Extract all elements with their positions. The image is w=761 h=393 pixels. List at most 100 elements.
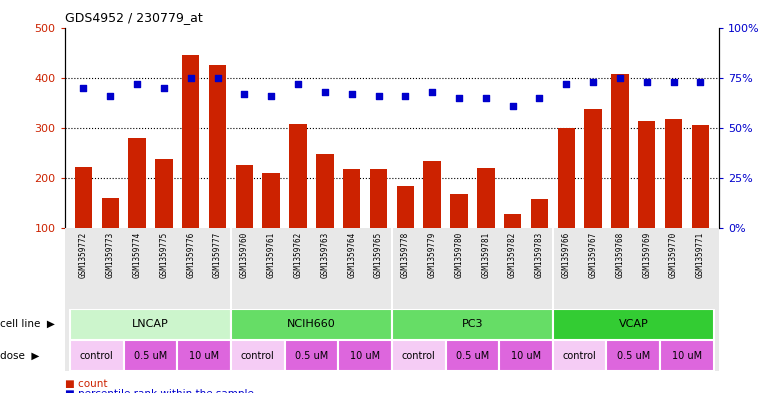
Bar bbox=[607, 340, 660, 371]
Text: GSM1359776: GSM1359776 bbox=[186, 232, 196, 278]
Point bbox=[560, 81, 572, 87]
Text: 10 uM: 10 uM bbox=[189, 351, 219, 361]
Text: GSM1359774: GSM1359774 bbox=[132, 232, 142, 278]
Point bbox=[641, 79, 653, 85]
Bar bbox=[558, 128, 575, 278]
Text: GSM1359765: GSM1359765 bbox=[374, 232, 383, 278]
Point bbox=[587, 79, 599, 85]
Text: GSM1359772: GSM1359772 bbox=[79, 232, 88, 278]
Text: GSM1359766: GSM1359766 bbox=[562, 232, 571, 278]
Point bbox=[212, 75, 224, 81]
Bar bbox=[392, 340, 445, 371]
Point bbox=[507, 103, 519, 109]
Bar bbox=[504, 214, 521, 278]
Text: GSM1359760: GSM1359760 bbox=[240, 232, 249, 278]
Point bbox=[104, 92, 116, 99]
Text: LNCAP: LNCAP bbox=[132, 319, 169, 329]
Text: GSM1359780: GSM1359780 bbox=[454, 232, 463, 278]
Bar bbox=[209, 65, 226, 278]
Text: GSM1359761: GSM1359761 bbox=[266, 232, 275, 278]
Text: 0.5 uM: 0.5 uM bbox=[295, 351, 328, 361]
Bar bbox=[611, 73, 629, 278]
Bar bbox=[343, 169, 361, 278]
Bar bbox=[70, 340, 124, 371]
Text: VCAP: VCAP bbox=[619, 319, 648, 329]
Text: GSM1359767: GSM1359767 bbox=[588, 232, 597, 278]
Point bbox=[400, 92, 412, 99]
Text: GSM1359763: GSM1359763 bbox=[320, 232, 330, 278]
Text: cell line  ▶: cell line ▶ bbox=[0, 319, 55, 329]
Point bbox=[533, 94, 546, 101]
Bar bbox=[396, 186, 414, 278]
Bar bbox=[665, 119, 683, 278]
Text: dose  ▶: dose ▶ bbox=[0, 351, 40, 361]
Bar bbox=[339, 340, 392, 371]
Bar bbox=[177, 340, 231, 371]
Text: PC3: PC3 bbox=[462, 319, 483, 329]
Bar bbox=[289, 124, 307, 278]
Text: GSM1359773: GSM1359773 bbox=[106, 232, 115, 278]
Point bbox=[479, 94, 492, 101]
Bar bbox=[499, 340, 552, 371]
Bar bbox=[75, 167, 92, 278]
Text: 0.5 uM: 0.5 uM bbox=[456, 351, 489, 361]
Point bbox=[694, 79, 706, 85]
Text: GSM1359770: GSM1359770 bbox=[669, 232, 678, 278]
Point bbox=[292, 81, 304, 87]
Point bbox=[78, 84, 90, 91]
Bar bbox=[477, 168, 495, 278]
Bar bbox=[155, 159, 173, 278]
Bar bbox=[451, 194, 468, 278]
Bar bbox=[182, 55, 199, 278]
Text: GSM1359764: GSM1359764 bbox=[347, 232, 356, 278]
Point bbox=[667, 79, 680, 85]
Bar bbox=[231, 340, 285, 371]
Bar bbox=[129, 138, 146, 278]
Text: NCIH660: NCIH660 bbox=[287, 319, 336, 329]
Bar bbox=[445, 340, 499, 371]
Text: control: control bbox=[563, 351, 597, 361]
Text: GDS4952 / 230779_at: GDS4952 / 230779_at bbox=[65, 11, 202, 24]
Bar bbox=[263, 173, 280, 278]
Text: GSM1359768: GSM1359768 bbox=[616, 232, 625, 278]
Bar bbox=[236, 165, 253, 278]
Point bbox=[158, 84, 170, 91]
Text: 10 uM: 10 uM bbox=[672, 351, 702, 361]
Point bbox=[372, 92, 384, 99]
Text: GSM1359782: GSM1359782 bbox=[508, 232, 517, 278]
Bar bbox=[285, 340, 339, 371]
Bar bbox=[423, 161, 441, 278]
Point bbox=[345, 90, 358, 97]
Point bbox=[238, 90, 250, 97]
Point bbox=[131, 81, 143, 87]
Text: ■ count: ■ count bbox=[65, 379, 107, 389]
Text: 10 uM: 10 uM bbox=[511, 351, 541, 361]
Bar bbox=[316, 154, 333, 278]
Text: GSM1359783: GSM1359783 bbox=[535, 232, 544, 278]
Text: control: control bbox=[80, 351, 113, 361]
Bar bbox=[660, 340, 714, 371]
Bar bbox=[584, 109, 602, 278]
Bar bbox=[392, 309, 552, 340]
Point bbox=[426, 88, 438, 95]
Bar bbox=[692, 125, 709, 278]
Text: 0.5 uM: 0.5 uM bbox=[616, 351, 650, 361]
Text: 0.5 uM: 0.5 uM bbox=[134, 351, 167, 361]
Point bbox=[185, 75, 197, 81]
Text: GSM1359775: GSM1359775 bbox=[159, 232, 168, 278]
Text: control: control bbox=[402, 351, 435, 361]
Bar bbox=[231, 309, 392, 340]
Text: control: control bbox=[241, 351, 275, 361]
Text: GSM1359778: GSM1359778 bbox=[401, 232, 410, 278]
Point bbox=[453, 94, 465, 101]
Text: GSM1359762: GSM1359762 bbox=[294, 232, 303, 278]
Text: GSM1359779: GSM1359779 bbox=[428, 232, 437, 278]
Text: GSM1359771: GSM1359771 bbox=[696, 232, 705, 278]
Text: GSM1359781: GSM1359781 bbox=[481, 232, 490, 278]
Bar bbox=[70, 309, 231, 340]
Text: ■ percentile rank within the sample: ■ percentile rank within the sample bbox=[65, 389, 253, 393]
Bar bbox=[124, 340, 177, 371]
Bar bbox=[530, 199, 548, 278]
Bar bbox=[370, 169, 387, 278]
Bar bbox=[638, 121, 655, 278]
